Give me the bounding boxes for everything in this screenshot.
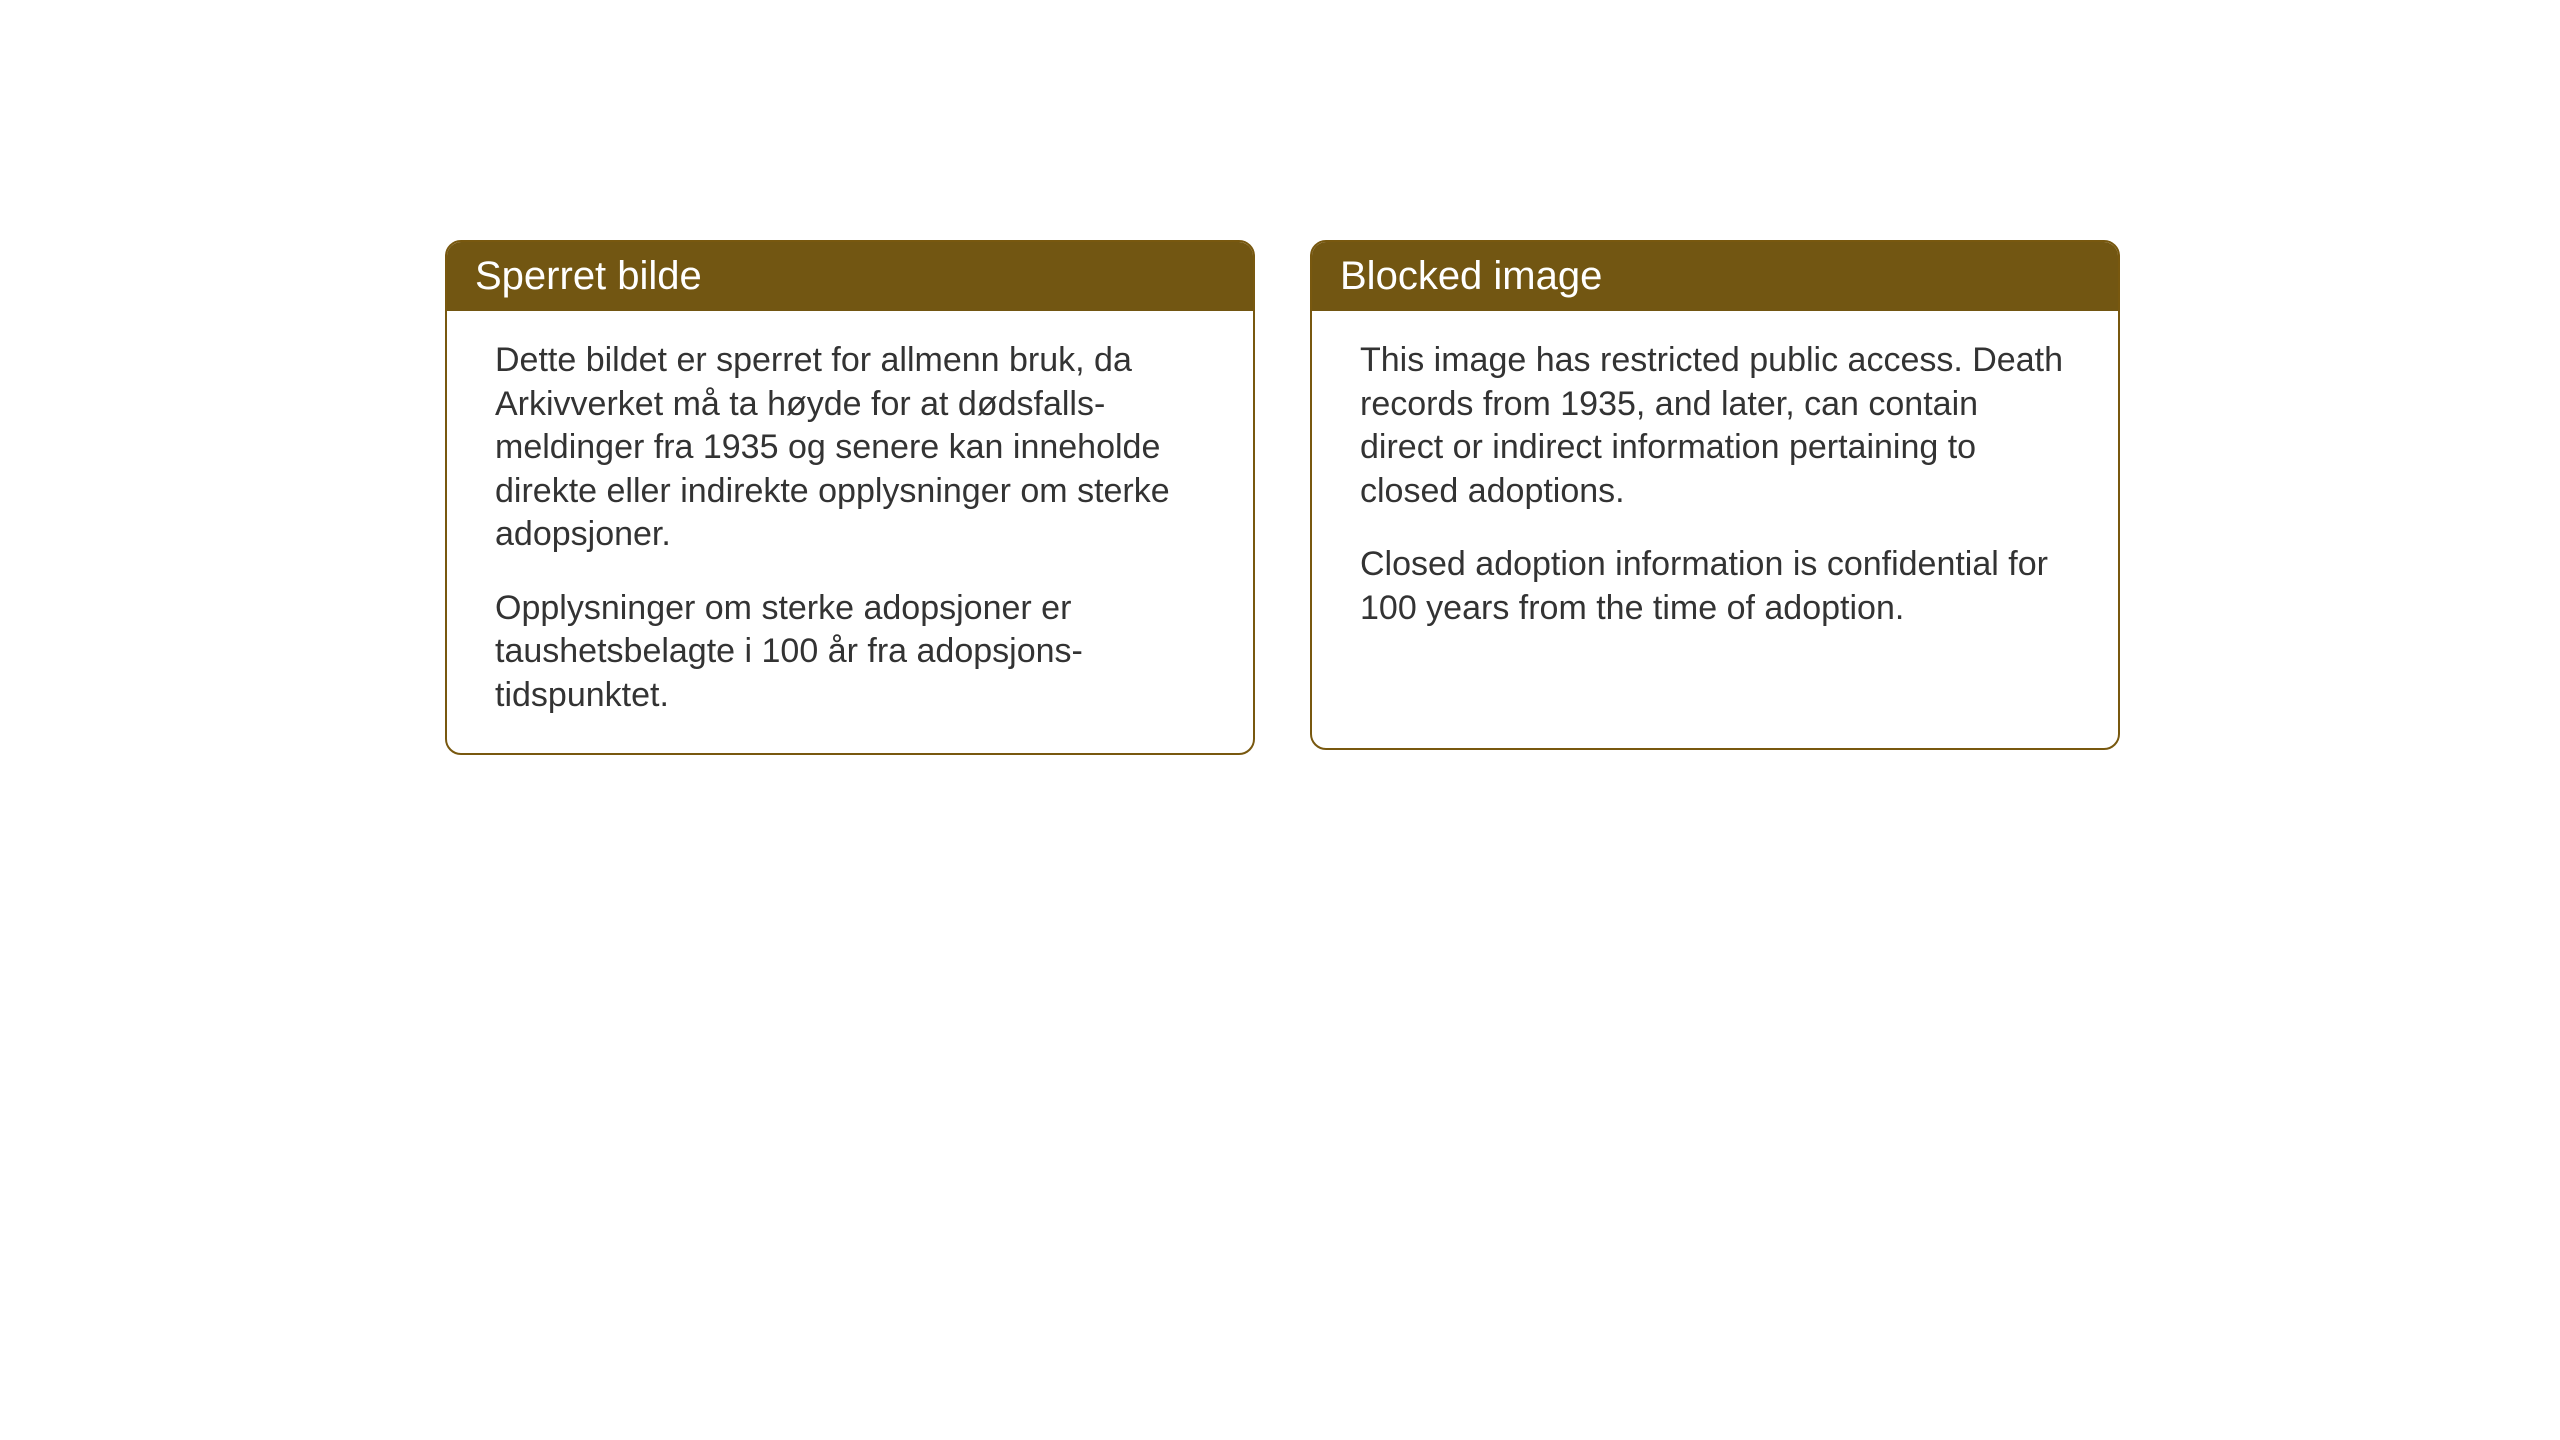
notice-card-english: Blocked image This image has restricted … — [1310, 240, 2120, 750]
card-paragraph-2-english: Closed adoption information is confident… — [1360, 543, 2070, 630]
card-title-norwegian: Sperret bilde — [475, 254, 702, 298]
card-paragraph-1-norwegian: Dette bildet er sperret for allmenn bruk… — [495, 339, 1205, 557]
card-title-english: Blocked image — [1340, 254, 1602, 298]
card-header-norwegian: Sperret bilde — [447, 242, 1253, 311]
card-body-english: This image has restricted public access.… — [1312, 311, 2118, 666]
notice-container: Sperret bilde Dette bildet er sperret fo… — [445, 240, 2120, 755]
notice-card-norwegian: Sperret bilde Dette bildet er sperret fo… — [445, 240, 1255, 755]
card-header-english: Blocked image — [1312, 242, 2118, 311]
card-body-norwegian: Dette bildet er sperret for allmenn bruk… — [447, 311, 1253, 753]
card-paragraph-2-norwegian: Opplysninger om sterke adopsjoner er tau… — [495, 587, 1205, 718]
card-paragraph-1-english: This image has restricted public access.… — [1360, 339, 2070, 513]
